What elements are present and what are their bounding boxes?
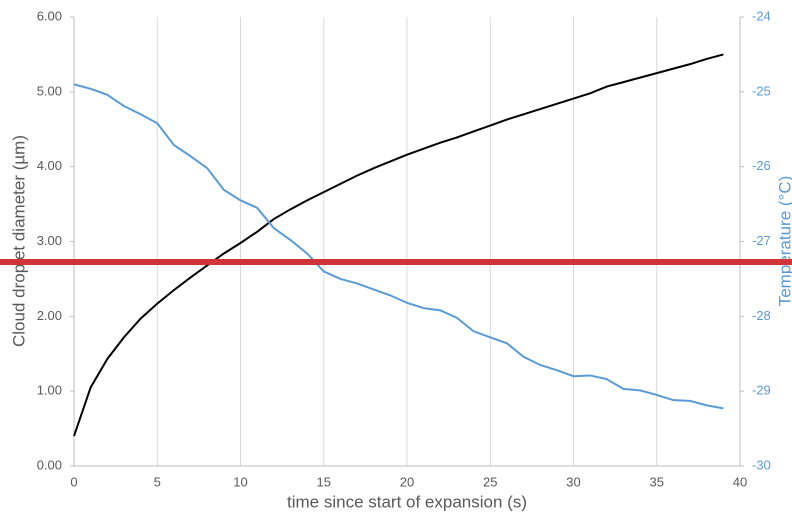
data-line	[73, 83, 724, 410]
x-tick-label: 10	[233, 474, 247, 489]
y2-tick-label: -26	[752, 158, 771, 173]
y-tick-label: 1.00	[37, 383, 62, 398]
y-tick-label: 0.00	[37, 457, 62, 472]
y-tick-label: 4.00	[37, 158, 62, 173]
y-tick-label: 3.00	[37, 233, 62, 248]
highlight-bar	[0, 259, 792, 265]
x-tick-label: 35	[650, 474, 664, 489]
x-axis-title: time since start of expansion (s)	[287, 492, 527, 511]
x-tick-label: 40	[733, 474, 747, 489]
y-tick-label: 6.00	[37, 8, 62, 23]
x-tick-label: 0	[70, 474, 77, 489]
y2-tick-label: -25	[752, 83, 771, 98]
y-tick-label: 5.00	[37, 83, 62, 98]
data-line	[73, 53, 724, 437]
y-axis-title: Cloud droplet diameter (µm)	[9, 135, 28, 347]
x-tick-label: 5	[154, 474, 161, 489]
y2-tick-label: -28	[752, 308, 771, 323]
y2-tick-label: -27	[752, 233, 771, 248]
y2-tick-label: -29	[752, 383, 771, 398]
y2-tick-label: -24	[752, 8, 771, 23]
y2-axis-title: Temperature (°C)	[775, 176, 792, 307]
y2-tick-label: -30	[752, 457, 771, 472]
x-tick-label: 30	[566, 474, 580, 489]
y-tick-label: 2.00	[37, 308, 62, 323]
x-tick-label: 15	[317, 474, 331, 489]
x-tick-label: 20	[400, 474, 414, 489]
x-tick-label: 25	[483, 474, 497, 489]
